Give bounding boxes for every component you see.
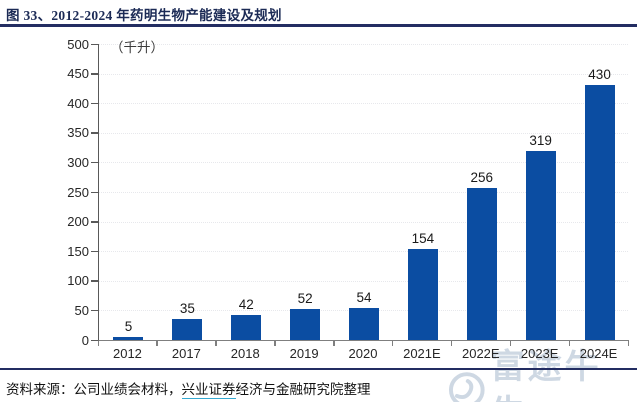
bar-column: 430	[570, 44, 629, 340]
bar-column: 5	[99, 44, 158, 340]
x-tick-label: 2012	[112, 346, 142, 361]
bar-column: 319	[511, 44, 570, 340]
x-tick-mark	[333, 341, 335, 346]
x-tick-mark	[391, 341, 394, 346]
x-tick-label: 2022E	[461, 346, 500, 361]
gridline	[98, 162, 628, 164]
y-axis-unit-label: （千升）	[110, 40, 164, 55]
y-tick-mark	[91, 339, 98, 341]
y-tick-mark	[91, 132, 98, 134]
y-tick-mark	[91, 309, 98, 312]
bar	[584, 85, 615, 340]
y-tick-mark	[91, 250, 98, 253]
source-note: 资料来源：公司业绩会材料，兴业证券经济与金融研究院整理	[6, 378, 371, 399]
x-tick-mark	[274, 341, 276, 346]
gridline	[98, 251, 628, 253]
x-tick-mark	[215, 341, 217, 346]
x-tick-label: 2024E	[579, 346, 618, 361]
futu-bull-logo-icon	[448, 372, 485, 402]
bar-column: 154	[393, 44, 452, 340]
x-tick-label: 2020	[348, 346, 378, 361]
x-tick-mark	[450, 341, 453, 346]
x-tick-label: 2023E	[520, 346, 559, 361]
y-tick-label: 100	[67, 273, 89, 289]
y-tick-mark	[91, 43, 98, 45]
bar-value-label: 430	[588, 67, 611, 83]
x-tick-mark	[156, 341, 158, 346]
bar-column: 35	[158, 44, 217, 340]
x-tick-label: 2017	[171, 346, 201, 361]
x-tick-mark	[568, 341, 571, 346]
y-tick-mark	[91, 73, 98, 75]
bar	[113, 337, 144, 340]
x-tick-mark	[509, 341, 512, 346]
gridline	[98, 221, 628, 223]
source-prefix: 资料来源：公司业绩会材料，	[6, 382, 182, 397]
gridline	[98, 280, 628, 282]
x-tick-label: 2021E	[403, 346, 441, 361]
bar	[231, 315, 262, 340]
figure-bottom-divider	[0, 368, 637, 370]
bar-value-label: 42	[238, 297, 254, 313]
gridline	[98, 44, 628, 45]
y-tick-label: 150	[67, 243, 89, 259]
source-broker-link[interactable]: 兴业证券	[181, 382, 236, 399]
bar-value-label: 154	[411, 230, 435, 246]
bar	[172, 319, 203, 340]
y-tick-label: 450	[67, 66, 89, 82]
bar	[407, 248, 438, 340]
gridline	[98, 103, 628, 105]
bar-column: 42	[217, 44, 276, 340]
gridline	[98, 73, 628, 75]
title-divider	[0, 24, 637, 27]
bar-value-label: 52	[297, 291, 313, 307]
bar-value-label: 319	[529, 133, 552, 149]
plot-area: 5 35 42 52 54 154 256 319 430	[98, 44, 629, 341]
bar-column: 54	[335, 44, 394, 340]
y-tick-mark	[91, 280, 98, 282]
bar	[525, 151, 556, 340]
figure-title: 图 33、2012-2024 年药明生物产能建设及规划	[6, 8, 282, 23]
gridline	[98, 192, 628, 193]
y-tick-label: 400	[67, 95, 89, 111]
bar-value-label: 5	[124, 319, 133, 335]
y-tick-label: 300	[67, 154, 89, 170]
bar	[290, 309, 321, 340]
y-tick-label: 200	[67, 214, 89, 230]
source-suffix: 经济与金融研究院整理	[235, 382, 371, 397]
gridline	[98, 132, 628, 134]
y-tick-mark	[91, 102, 98, 105]
bar-column: 256	[452, 44, 511, 340]
y-tick-label: 500	[67, 36, 89, 52]
y-tick-mark	[91, 161, 98, 164]
y-tick-label: 350	[67, 125, 89, 141]
y-tick-mark	[91, 191, 98, 193]
bar	[466, 188, 497, 340]
y-tick-mark	[91, 221, 98, 223]
x-axis-labels: 2012 2017 2018 2019 2020 2021E 2022E 2023E 2024E	[98, 346, 628, 362]
y-tick-label: 0	[81, 332, 89, 348]
bar-value-label: 54	[356, 290, 372, 306]
bar-value-label: 35	[179, 301, 195, 317]
y-tick-label: 250	[67, 184, 89, 200]
bar-value-label: 256	[470, 170, 494, 186]
bar	[349, 308, 379, 340]
y-tick-label: 50	[74, 302, 89, 318]
bar-column: 52	[276, 44, 335, 340]
x-tick-mark	[97, 341, 99, 346]
x-tick-label: 2019	[289, 346, 319, 361]
x-tick-label: 2018	[230, 346, 260, 361]
x-tick-mark	[627, 341, 629, 346]
